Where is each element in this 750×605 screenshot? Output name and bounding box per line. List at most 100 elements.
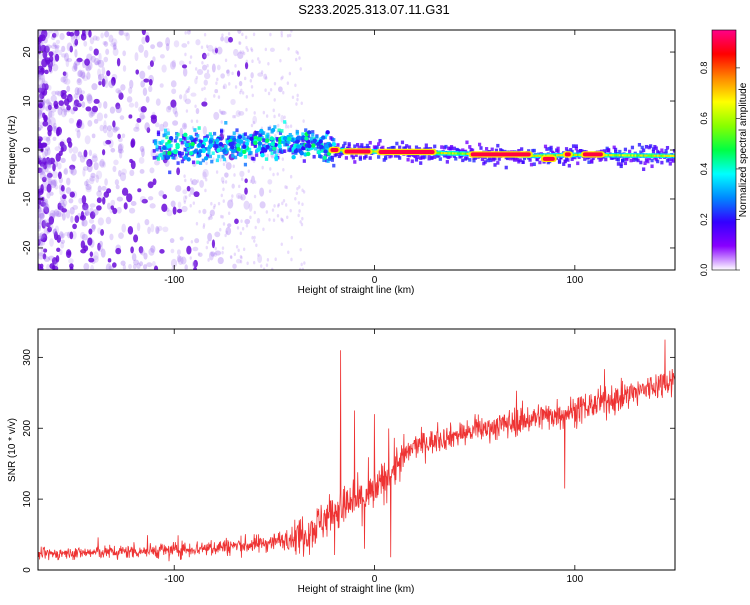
heatmap-cell [536,154,540,157]
heatmap-cell [176,132,180,137]
heatmap-cell [51,171,59,179]
y-tick-label: 200 [22,419,33,436]
heatmap-cell [613,154,617,157]
heatmap-cell [528,158,532,162]
heatmap-cell [79,122,85,130]
heatmap-cell [86,94,93,104]
heatmap-cell [235,244,239,249]
heatmap-cell [208,139,213,144]
heatmap-cell [50,179,57,189]
heatmap-cell [262,148,268,153]
heatmap-cell [306,139,311,144]
heatmap-cell [210,251,216,257]
heatmap-cell [249,215,252,220]
heatmap-cell [66,177,71,186]
heatmap-cell [330,158,334,162]
heatmap-cell [618,154,622,157]
heatmap-cell [318,139,323,144]
heatmap-cell [69,207,75,215]
heatmap-cell [47,104,52,111]
heatmap-cell [215,158,219,163]
heatmap-cell [92,35,98,41]
heatmap-cell [323,149,328,154]
heatmap-cell [99,124,104,132]
heatmap-cell [188,151,194,156]
heatmap-cell [147,65,152,70]
heatmap-cell [204,147,208,151]
heatmap-cell [56,247,61,253]
heatmap-cell [336,143,340,147]
heatmap-cell [38,263,42,270]
heatmap-cell [276,172,279,176]
heatmap-cell [353,144,357,149]
heatmap-cell [306,151,311,157]
heatmap-cell [59,249,63,256]
heatmap-cell [93,98,100,104]
heatmap-cell [139,145,145,153]
heatmap-cell [564,152,571,157]
heatmap-cell [219,227,222,232]
heatmap-cell [134,52,139,62]
heatmap-cell [48,157,56,165]
heatmap-cell [168,135,174,141]
heatmap-cell [268,217,271,222]
heatmap-cell [45,99,50,104]
heatmap-cell [672,149,675,153]
heatmap-cell [549,145,553,150]
heatmap-cell [38,94,42,103]
heatmap-cell [85,64,89,71]
heatmap-cell [267,61,270,66]
heatmap-cell [106,130,114,138]
heatmap-cell [221,250,224,255]
heatmap-cell [312,136,316,141]
heatmap-cell [532,148,536,153]
heatmap-cell [190,180,194,185]
heatmap-cell [194,104,197,109]
heatmap-cell [289,124,293,129]
heatmap-cell [74,215,80,224]
heatmap-cell [65,209,71,219]
heatmap-cell [38,160,44,165]
heatmap-cell [118,232,124,239]
heatmap-cell [617,154,620,157]
heatmap-cell [102,40,107,46]
heatmap-cell [571,144,576,148]
heatmap-cell [46,172,53,178]
heatmap-cell [344,149,371,154]
heatmap-cell [606,148,611,153]
heatmap-cell [186,185,191,192]
heatmap-cell [642,154,646,157]
heatmap-cell [270,151,274,155]
heatmap-cell [610,154,614,157]
heatmap-cell [396,154,400,158]
heatmap-cell [47,117,51,126]
heatmap-cell [239,254,243,259]
heatmap-cell [43,203,50,213]
heatmap-cell [168,170,172,175]
heatmap-cell [161,64,167,73]
heatmap-cell [407,145,412,149]
heatmap-cell [165,37,171,47]
heatmap-cell [170,200,176,208]
heatmap-cell [472,158,476,163]
heatmap-cell [223,83,228,90]
heatmap-cell [212,205,216,210]
heatmap-cell [440,145,444,149]
heatmap-cell [38,127,42,132]
heatmap-cell [88,177,95,185]
heatmap-cell [227,211,231,216]
heatmap-cell [52,63,59,72]
heatmap-cell [414,157,419,162]
colorbar-label: Normalized spectral amplitude [738,82,749,217]
heatmap-cell [265,76,268,80]
heatmap-cell [604,157,608,162]
heatmap-cell [353,160,357,164]
heatmap-cell [577,153,580,157]
heatmap-cell [244,35,248,40]
heatmap-cell [199,180,204,188]
heatmap-cell [242,136,246,141]
heatmap-cell [325,132,329,137]
heatmap-cell [44,198,49,208]
heatmap-cell [136,117,142,123]
